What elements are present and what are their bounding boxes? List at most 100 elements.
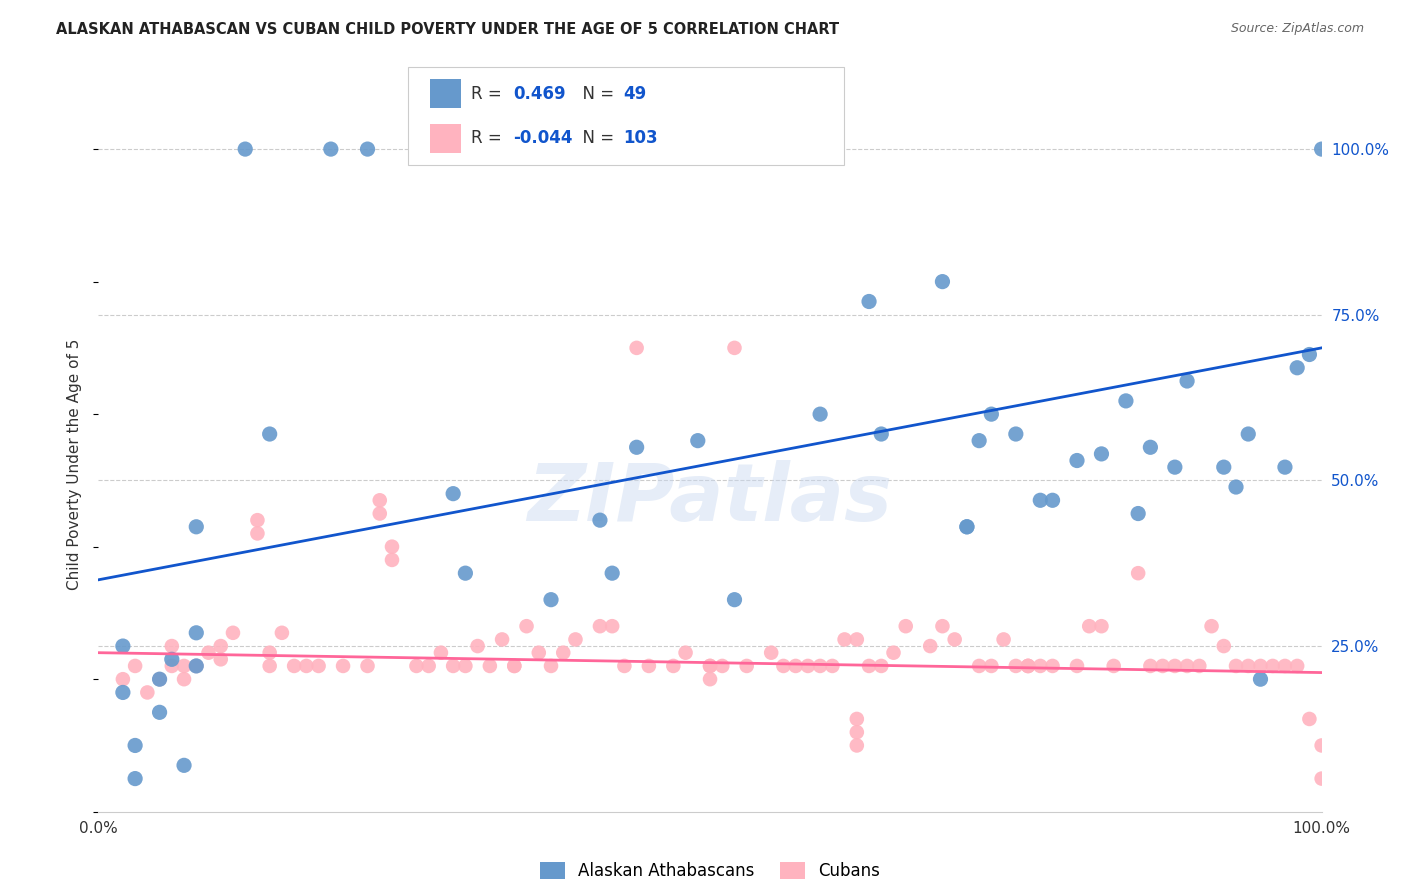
Point — [1250, 659, 1272, 673]
Point — [516, 619, 538, 633]
Text: R =: R = — [471, 129, 508, 147]
Point — [845, 725, 868, 739]
Point — [356, 659, 378, 673]
Point — [124, 659, 146, 673]
Point — [589, 513, 612, 527]
Point — [368, 507, 391, 521]
Point — [136, 685, 159, 699]
Point — [723, 592, 745, 607]
Point — [1102, 659, 1125, 673]
Point — [1310, 739, 1333, 753]
Point — [870, 427, 893, 442]
Point — [1090, 619, 1112, 633]
Point — [834, 632, 856, 647]
Text: -0.044: -0.044 — [513, 129, 572, 147]
Point — [797, 659, 820, 673]
Point — [308, 659, 330, 673]
Point — [1017, 659, 1039, 673]
Point — [1225, 659, 1247, 673]
Point — [1175, 374, 1198, 388]
Point — [283, 659, 305, 673]
Text: N =: N = — [572, 129, 620, 147]
Point — [1042, 659, 1064, 673]
Point — [600, 566, 623, 581]
Point — [600, 619, 623, 633]
Point — [613, 659, 636, 673]
Point — [454, 566, 477, 581]
Point — [246, 526, 269, 541]
Point — [1310, 772, 1333, 786]
Point — [1188, 659, 1211, 673]
Text: 0.469: 0.469 — [513, 85, 565, 103]
Point — [111, 685, 134, 699]
Point — [1201, 619, 1223, 633]
Point — [319, 142, 342, 156]
Point — [858, 294, 880, 309]
Point — [808, 407, 831, 421]
Point — [699, 659, 721, 673]
Point — [1250, 672, 1272, 686]
Point — [1017, 659, 1039, 673]
Point — [430, 646, 453, 660]
Text: ZIPatlas: ZIPatlas — [527, 459, 893, 538]
Point — [967, 659, 990, 673]
Point — [1066, 659, 1088, 673]
Point — [149, 672, 172, 686]
Point — [883, 646, 905, 660]
Point — [503, 659, 526, 673]
Point — [1029, 493, 1052, 508]
Point — [772, 659, 794, 673]
Point — [956, 520, 979, 534]
Point — [980, 407, 1002, 421]
Point — [821, 659, 844, 673]
Point — [368, 493, 391, 508]
Point — [980, 659, 1002, 673]
Point — [1115, 393, 1137, 408]
Text: 103: 103 — [623, 129, 658, 147]
Point — [381, 540, 404, 554]
Point — [259, 646, 281, 660]
Point — [1175, 659, 1198, 673]
Point — [761, 646, 783, 660]
Text: N =: N = — [572, 85, 620, 103]
Point — [160, 652, 183, 666]
Point — [1298, 712, 1320, 726]
Point — [149, 706, 172, 720]
Text: 49: 49 — [623, 85, 647, 103]
Point — [808, 659, 831, 673]
Point — [1212, 460, 1234, 475]
Point — [858, 659, 880, 673]
Point — [993, 632, 1015, 647]
Point — [564, 632, 586, 647]
Point — [540, 659, 562, 673]
Point — [1286, 360, 1309, 375]
Point — [1139, 440, 1161, 454]
Point — [1017, 659, 1039, 673]
Point — [1066, 453, 1088, 467]
Point — [1152, 659, 1174, 673]
Point — [638, 659, 661, 673]
Point — [931, 275, 953, 289]
Point — [540, 592, 562, 607]
Point — [1237, 659, 1260, 673]
Point — [259, 427, 281, 442]
Point — [1298, 347, 1320, 361]
Point — [967, 434, 990, 448]
Point — [1261, 659, 1284, 673]
Point — [894, 619, 917, 633]
Point — [1139, 659, 1161, 673]
Point — [553, 646, 575, 660]
Point — [295, 659, 318, 673]
Point — [173, 758, 195, 772]
Point — [1310, 142, 1333, 156]
Point — [1212, 639, 1234, 653]
Point — [1274, 460, 1296, 475]
Point — [1164, 659, 1187, 673]
Point — [186, 659, 208, 673]
Point — [124, 772, 146, 786]
Point — [845, 712, 868, 726]
Point — [1042, 493, 1064, 508]
Point — [845, 739, 868, 753]
Point — [1164, 460, 1187, 475]
Point — [675, 646, 697, 660]
